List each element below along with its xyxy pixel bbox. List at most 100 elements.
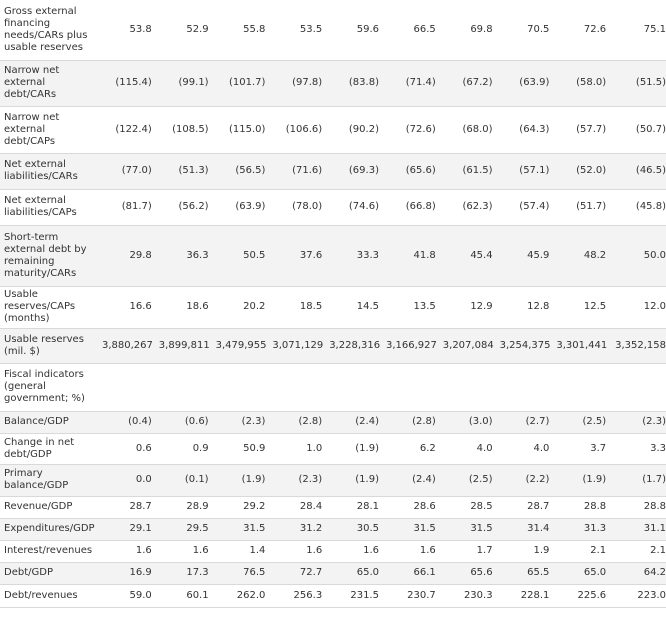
cell-value: 20.2 [211,286,269,329]
cell-value: (51.5) [609,60,666,107]
table-row: Usable reserves (mil. $) 3,880,267 3,899,8… [0,328,666,364]
cell-value [438,363,496,412]
row-label: Interest/revenues [0,540,98,563]
cell-value: 3,352,158 [609,328,666,364]
cell-value: 65.0 [552,562,610,585]
cell-value: 1.6 [268,540,326,563]
cell-value: (46.5) [609,153,666,190]
table-row: Gross external financing needs/CARs plus… [0,0,666,61]
cell-value: 230.3 [438,584,496,608]
cell-value: 64.2 [609,562,666,585]
cell-value: (83.8) [325,60,382,107]
cell-value: (101.7) [211,60,269,107]
row-label: Debt/revenues [0,584,98,608]
cell-value: (77.0) [98,153,155,190]
cell-value: 31.5 [381,518,439,541]
cell-value: 1.9 [495,540,553,563]
cell-value: 13.5 [381,286,439,329]
table-row: Narrow net external debt/CAPs (122.4) (108… [0,106,666,154]
cell-value: 1.4 [211,540,269,563]
cell-value: (57.7) [552,106,610,154]
cell-value: 3.7 [552,433,610,465]
cell-value: 72.6 [552,0,610,61]
cell-value: (2.8) [381,411,439,434]
cell-value: (64.3) [495,106,553,154]
cell-value: 28.9 [154,496,212,519]
cell-value: 76.5 [211,562,269,585]
cell-value: (56.2) [154,189,212,226]
row-label: Primary balance/GDP [0,464,98,497]
cell-value: 3,880,267 [98,328,155,364]
cell-value: 2.1 [609,540,666,563]
row-label: Balance/GDP [0,411,98,434]
cell-value: (51.3) [154,153,212,190]
cell-value: (81.7) [98,189,155,226]
table-row: Fiscal indicators (general government; %… [0,363,666,412]
cell-value [495,363,553,412]
cell-value: 28.4 [268,496,326,519]
cell-value: 50.5 [211,225,269,287]
cell-value [609,363,666,412]
table-row: Short-term external debt by remaining ma… [0,225,666,287]
cell-value: 231.5 [325,584,382,608]
row-label: Usable reserves (mil. $) [0,328,98,364]
cell-value: 69.8 [438,0,496,61]
table-row: Narrow net external debt/CARs (115.4) (99.… [0,60,666,107]
cell-value: 60.1 [154,584,212,608]
row-label: Short-term external debt by remaining ma… [0,225,98,287]
cell-value: 31.2 [268,518,326,541]
cell-value: (2.3) [268,464,326,497]
table-row: Revenue/GDP 28.7 28.9 29.2 28.4 28.1 28.6 28.5 2… [0,496,666,519]
cell-value: 17.3 [154,562,212,585]
cell-value: 37.6 [268,225,326,287]
cell-value: 72.7 [268,562,326,585]
cell-value: (115.4) [98,60,155,107]
cell-value: (99.1) [154,60,212,107]
cell-value: 18.5 [268,286,326,329]
cell-value: 36.3 [154,225,212,287]
cell-value: (106.6) [268,106,326,154]
cell-value: (2.2) [495,464,553,497]
cell-value: 52.9 [154,0,212,61]
cell-value: (3.0) [438,411,496,434]
cell-value: 50.0 [609,225,666,287]
cell-value: 3,071,129 [268,328,326,364]
cell-value: 3,479,955 [211,328,269,364]
cell-value: 65.0 [325,562,382,585]
row-label: Gross external financing needs/CARs plus… [0,0,98,61]
cell-value [98,363,155,412]
cell-value: 29.1 [98,518,155,541]
cell-value: 4.0 [495,433,553,465]
row-label: Narrow net external debt/CARs [0,60,98,107]
cell-value: 28.8 [552,496,610,519]
cell-value: (0.1) [154,464,212,497]
cell-value: 31.4 [495,518,553,541]
table-row: Primary balance/GDP 0.0 (0.1) (1.9) (2.3) (1.… [0,464,666,497]
cell-value: 230.7 [381,584,439,608]
cell-value: 0.6 [98,433,155,465]
cell-value: (2.8) [268,411,326,434]
cell-value: (0.4) [98,411,155,434]
cell-value: 55.8 [211,0,269,61]
cell-value: 3,166,927 [381,328,439,364]
cell-value: 3,207,084 [438,328,496,364]
cell-value: 1.6 [154,540,212,563]
cell-value: (115.0) [211,106,269,154]
cell-value: 28.1 [325,496,382,519]
cell-value: 18.6 [154,286,212,329]
cell-value: 12.0 [609,286,666,329]
cell-value: 31.5 [211,518,269,541]
cell-value: 29.5 [154,518,212,541]
cell-value: 70.5 [495,0,553,61]
cell-value: (72.6) [381,106,439,154]
indicators-table: Gross external financing needs/CARs plus… [0,0,666,608]
cell-value: (1.7) [609,464,666,497]
cell-value: 12.9 [438,286,496,329]
cell-value: 223.0 [609,584,666,608]
cell-value: (2.5) [438,464,496,497]
cell-value: (68.0) [438,106,496,154]
cell-value: (97.8) [268,60,326,107]
table-row: Debt/GDP 16.9 17.3 76.5 72.7 65.0 66.1 65.6 65.5… [0,562,666,585]
cell-value: (71.4) [381,60,439,107]
cell-value: (74.6) [325,189,382,226]
